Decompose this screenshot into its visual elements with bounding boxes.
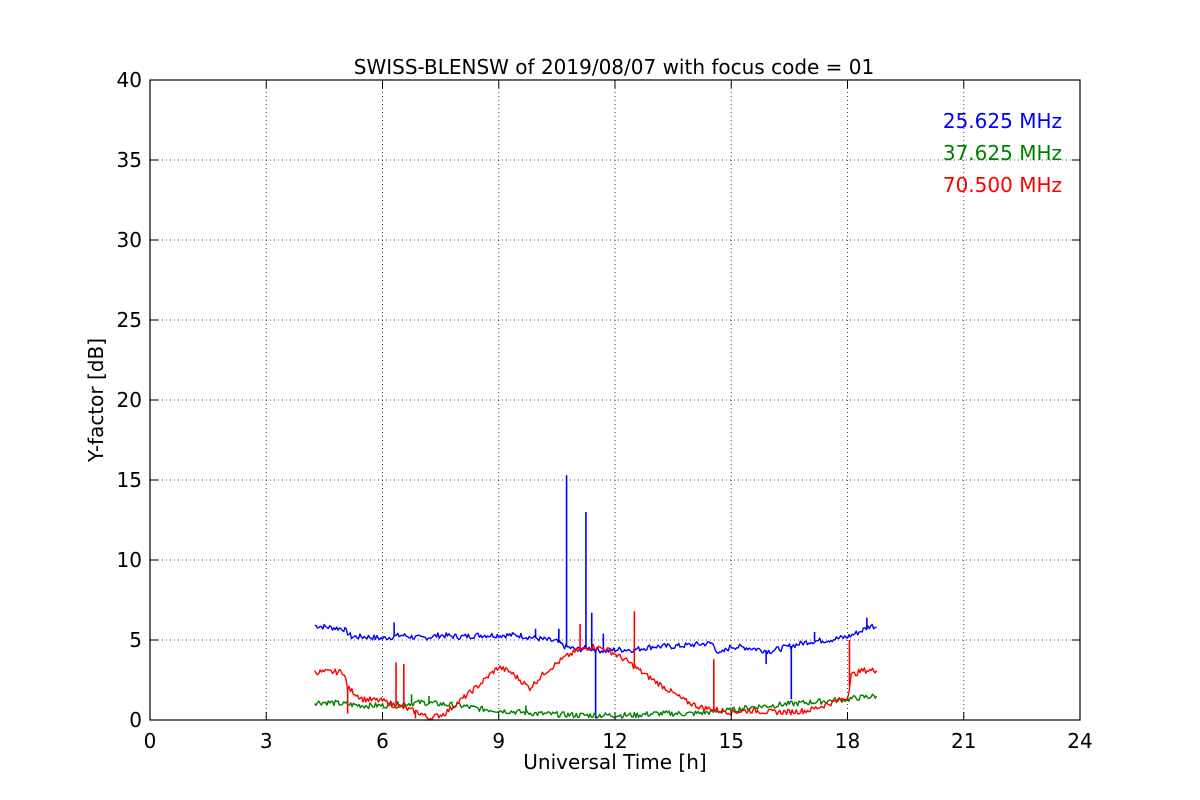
ticks: 0 3 6 9 12 15 18 21 24 0 5 10 15 20 25 30 35 40	[117, 68, 1093, 753]
y-tick-label: 30	[117, 228, 142, 252]
y-tick-label: 5	[129, 628, 142, 652]
x-tick-label: 3	[260, 729, 273, 753]
legend-entry-3: 70.500 MHz	[943, 173, 1062, 197]
y-tick-label: 20	[117, 388, 142, 412]
series-2	[314, 693, 878, 719]
y-tick-label: 10	[117, 548, 142, 572]
y-tick-label: 15	[117, 468, 142, 492]
grid	[150, 80, 1080, 720]
x-tick-label: 24	[1067, 729, 1092, 753]
y-axis-label: Y-factor [dB]	[84, 338, 108, 463]
series-layer	[314, 475, 878, 721]
chart-title: SWISS-BLENSW of 2019/08/07 with focus co…	[354, 55, 875, 79]
x-tick-label: 0	[144, 729, 157, 753]
x-tick-label: 21	[951, 729, 976, 753]
series-line	[314, 693, 878, 719]
x-tick-label: 18	[835, 729, 860, 753]
legend-entry-2: 37.625 MHz	[943, 141, 1062, 165]
x-axis-label: Universal Time [h]	[523, 750, 706, 774]
x-tick-label: 9	[492, 729, 505, 753]
y-tick-label: 25	[117, 308, 142, 332]
x-tick-label: 12	[602, 729, 627, 753]
series-line	[314, 643, 878, 721]
y-tick-label: 35	[117, 148, 142, 172]
legend-entry-1: 25.625 MHz	[943, 109, 1062, 133]
x-tick-label: 15	[719, 729, 744, 753]
x-tick-label: 6	[376, 729, 389, 753]
y-tick-label: 0	[129, 708, 142, 732]
series-1	[314, 475, 877, 719]
y-tick-label: 40	[117, 68, 142, 92]
series-3	[314, 611, 878, 721]
legend: 25.625 MHz 37.625 MHz 70.500 MHz	[943, 109, 1062, 197]
